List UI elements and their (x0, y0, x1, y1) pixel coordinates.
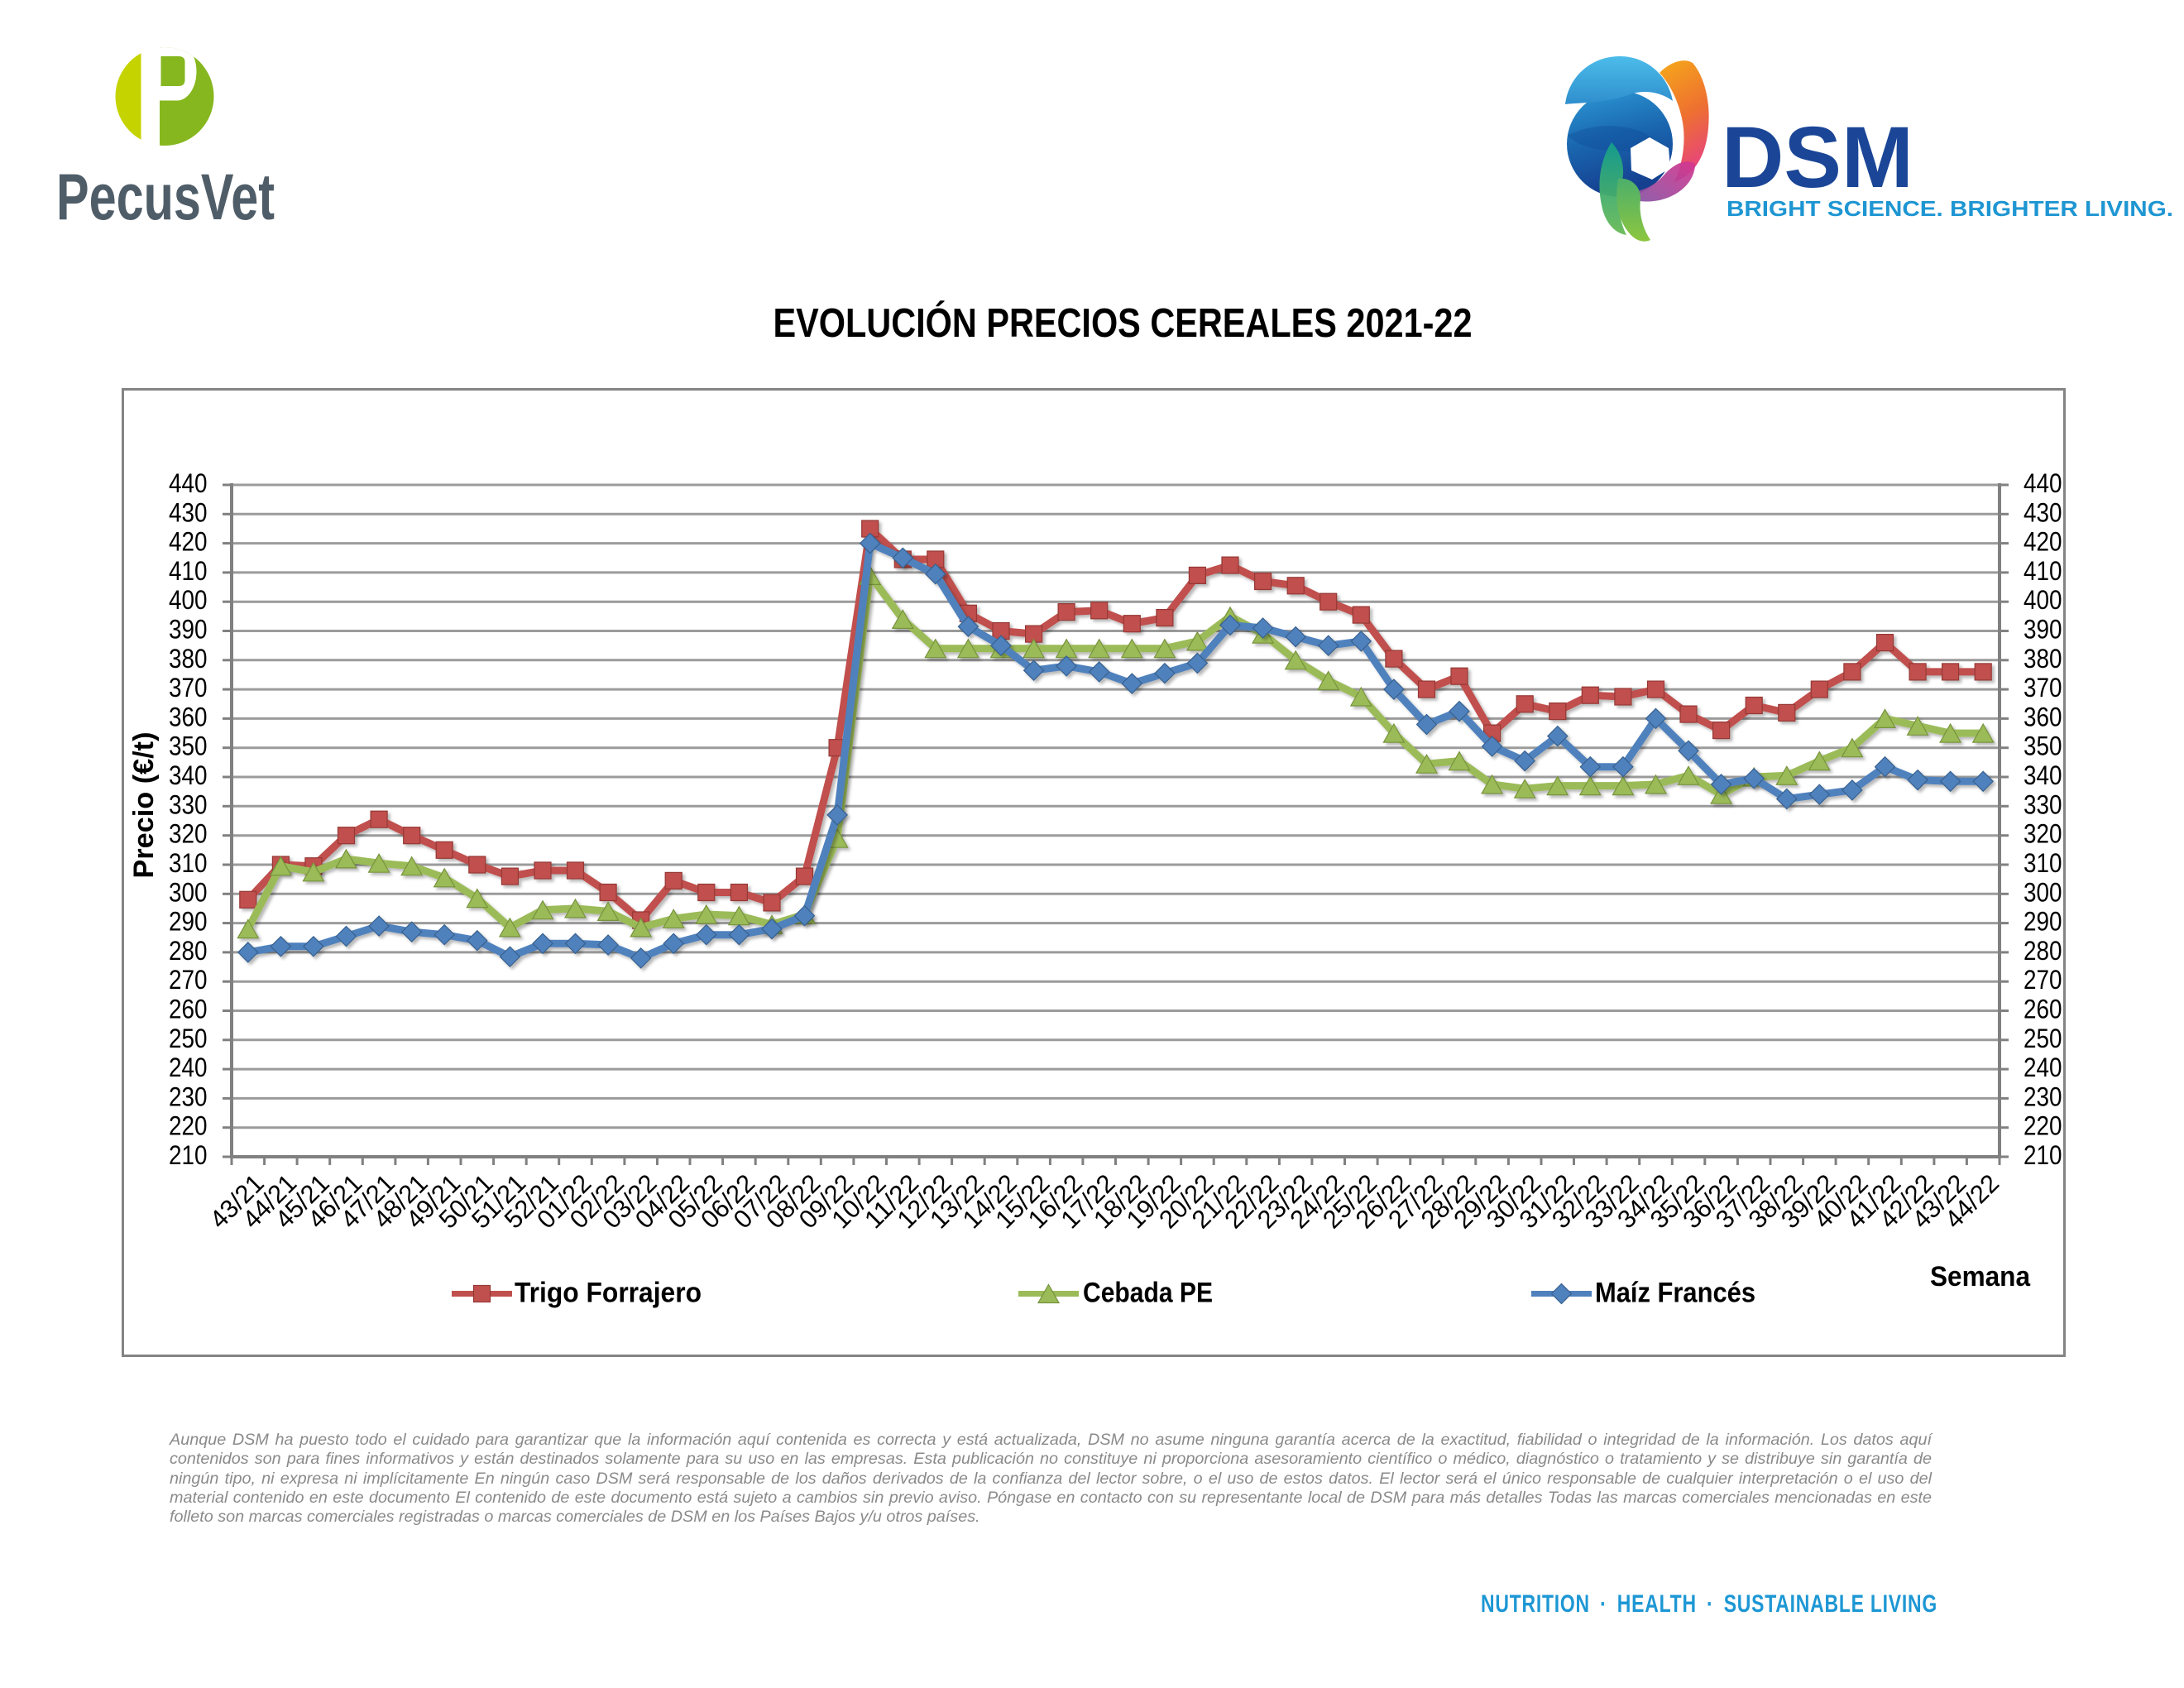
svg-text:360: 360 (2024, 702, 2062, 731)
svg-text:440: 440 (169, 468, 208, 498)
svg-text:340: 340 (2024, 760, 2062, 790)
svg-text:320: 320 (2024, 819, 2062, 849)
svg-text:400: 400 (169, 585, 208, 615)
svg-text:360: 360 (169, 702, 208, 731)
svg-text:250: 250 (169, 1024, 208, 1053)
svg-text:270: 270 (169, 965, 208, 995)
svg-text:BRIGHT SCIENCE. BRIGHTER LIVIN: BRIGHT SCIENCE. BRIGHTER LIVING. (1727, 198, 2173, 221)
svg-text:Maíz Francés: Maíz Francés (1595, 1278, 1755, 1309)
svg-text:290: 290 (2024, 907, 2062, 937)
svg-text:270: 270 (2024, 965, 2062, 995)
svg-text:NUTRITION · HEALTH · SUSTAINAB: NUTRITION · HEALTH · SUSTAINABLE LIVING (1481, 1590, 1937, 1618)
svg-text:220: 220 (2024, 1111, 2062, 1141)
svg-text:300: 300 (169, 877, 208, 907)
svg-text:410: 410 (2024, 556, 2062, 586)
svg-text:260: 260 (169, 995, 208, 1024)
svg-text:350: 350 (169, 731, 208, 761)
svg-text:380: 380 (2024, 644, 2062, 674)
svg-text:210: 210 (2024, 1140, 2062, 1170)
svg-text:330: 330 (169, 789, 208, 819)
svg-text:420: 420 (169, 527, 208, 557)
svg-text:230: 230 (2024, 1081, 2062, 1111)
svg-text:Precio (€/t): Precio (€/t) (128, 732, 160, 879)
svg-text:220: 220 (169, 1111, 208, 1141)
svg-text:310: 310 (169, 848, 208, 878)
svg-text:230: 230 (169, 1081, 208, 1111)
svg-text:210: 210 (169, 1140, 208, 1170)
svg-text:370: 370 (2024, 673, 2062, 703)
svg-text:280: 280 (2024, 936, 2062, 966)
svg-text:EVOLUCIÓN PRECIOS CEREALES 202: EVOLUCIÓN PRECIOS CEREALES 2021-22 (774, 300, 1473, 346)
svg-text:DSM: DSM (1722, 109, 1913, 206)
svg-text:350: 350 (2024, 731, 2062, 761)
svg-text:250: 250 (2024, 1024, 2062, 1053)
svg-text:260: 260 (2024, 995, 2062, 1024)
svg-text:430: 430 (169, 497, 208, 527)
svg-text:430: 430 (2024, 497, 2062, 527)
svg-text:240: 240 (2024, 1053, 2062, 1082)
svg-text:330: 330 (2024, 789, 2062, 819)
svg-text:340: 340 (169, 760, 208, 790)
svg-text:380: 380 (169, 644, 208, 674)
svg-text:290: 290 (169, 907, 208, 937)
svg-text:Trigo Forrajero: Trigo Forrajero (515, 1278, 702, 1309)
svg-text:420: 420 (2024, 527, 2062, 557)
svg-text:240: 240 (169, 1053, 208, 1082)
svg-text:370: 370 (169, 673, 208, 703)
svg-text:310: 310 (2024, 848, 2062, 878)
svg-text:320: 320 (169, 819, 208, 849)
svg-text:390: 390 (2024, 615, 2062, 645)
svg-text:Cebada PE: Cebada PE (1083, 1278, 1213, 1309)
svg-text:PecusVet: PecusVet (56, 160, 275, 233)
svg-text:440: 440 (2024, 468, 2062, 498)
svg-text:390: 390 (169, 615, 208, 645)
svg-text:410: 410 (169, 556, 208, 586)
svg-text:400: 400 (2024, 585, 2062, 615)
svg-text:300: 300 (2024, 877, 2062, 907)
svg-text:280: 280 (169, 936, 208, 966)
svg-text:Semana: Semana (1930, 1261, 2031, 1292)
